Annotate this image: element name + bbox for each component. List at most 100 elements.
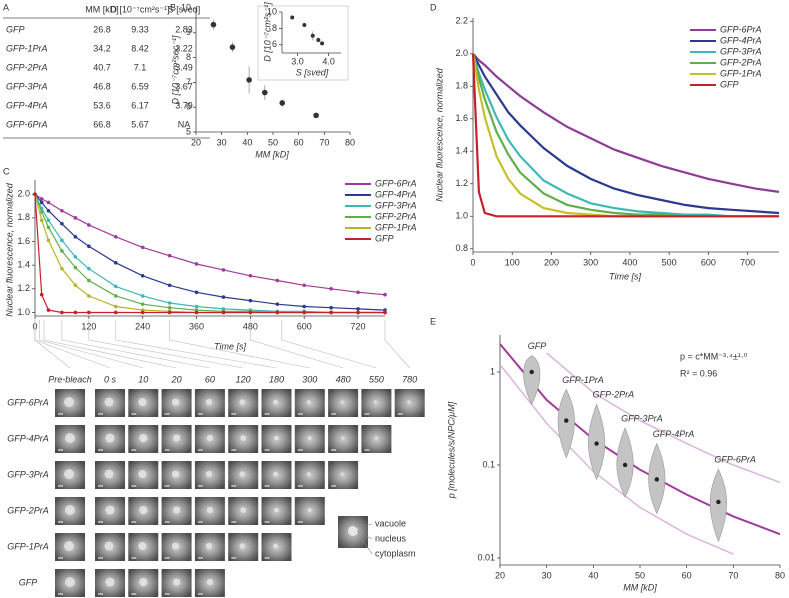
nucleus <box>273 543 278 549</box>
legend-label: GFP-6PrA <box>375 178 417 188</box>
column-header: 300 <box>302 374 317 384</box>
nucleus <box>306 400 311 404</box>
point <box>383 292 387 297</box>
nucleus <box>64 397 74 407</box>
point <box>279 100 286 106</box>
nucleus <box>171 542 180 550</box>
x-tick-label: 500 <box>662 257 677 267</box>
median <box>716 499 721 505</box>
y-tick-label: 1 <box>490 366 495 376</box>
connector <box>250 320 344 369</box>
point <box>310 33 315 38</box>
y-tick-label: 1.4 <box>17 260 30 270</box>
x-tick-label: 70 <box>319 137 329 147</box>
x-tick-label: 30 <box>217 137 227 147</box>
table-row-label: GFP-6PrA <box>6 119 48 129</box>
panel-label: B <box>170 2 176 12</box>
legend-label: GFP-4PrA <box>375 189 417 199</box>
y-axis-label: D [10⁻⁷cm²s⁻¹] <box>262 2 272 62</box>
series-line <box>34 193 386 311</box>
connector <box>34 320 71 369</box>
nucleus <box>239 543 245 549</box>
fit-curve <box>500 364 734 555</box>
row-label: GFP-3PrA <box>7 469 49 479</box>
connector <box>115 320 277 369</box>
nucleus <box>139 577 148 587</box>
x-tick-label: 720 <box>351 321 366 331</box>
connector <box>88 320 244 369</box>
median <box>654 477 659 482</box>
nucleus <box>306 472 311 476</box>
column-header: 120 <box>236 374 251 384</box>
table-cell: 34.2 <box>93 43 111 53</box>
nucleus <box>138 541 147 551</box>
y-tick-label: 1.0 <box>17 307 30 317</box>
panel-label: E <box>430 316 436 326</box>
x-tick-label: 80 <box>345 137 355 147</box>
violin <box>523 355 541 405</box>
y-tick-label: 6 <box>186 102 191 112</box>
legend-label: GFP <box>375 233 394 243</box>
y-tick-label: 1.6 <box>17 236 30 246</box>
x-tick-label: 400 <box>622 257 637 267</box>
x-tick-label: 40 <box>588 570 598 580</box>
micrograph-legend-label: vacuole <box>375 518 406 528</box>
y-axis-label: Nuclear fluorescence, normalized <box>4 182 14 317</box>
nucleus <box>171 470 180 478</box>
table-row-label: GFP-1PrA <box>6 43 48 53</box>
panel-label: C <box>3 166 10 176</box>
x-axis-label: MM [kD] <box>255 149 289 159</box>
nucleus <box>138 397 147 407</box>
column-header: 480 <box>336 374 351 384</box>
x-tick-label: 60 <box>682 570 692 580</box>
nucleus <box>171 398 180 406</box>
median <box>594 441 599 446</box>
violin <box>616 427 634 498</box>
inset-frame <box>257 5 349 81</box>
x-tick-label: 50 <box>268 137 278 147</box>
y-tick-label: 10 <box>181 2 191 12</box>
nucleus <box>172 506 181 514</box>
nucleus <box>205 542 213 550</box>
legend-label: GFP <box>720 79 739 89</box>
legend-label: GFP-1PrA <box>720 68 762 78</box>
nucleus <box>64 541 74 551</box>
nucleus <box>65 433 75 443</box>
column-header: 10 <box>138 374 148 384</box>
table-cell: 2.83 <box>175 24 193 34</box>
column-header: 0 s <box>104 374 117 384</box>
y-tick-label: 1.4 <box>455 146 468 156</box>
x-axis-label: MM [kD] <box>623 582 657 592</box>
table-cell: 3.79 <box>175 100 193 110</box>
legend-pointer <box>354 523 373 528</box>
x-tick-label: 30 <box>542 570 552 580</box>
x-tick-label: 20 <box>495 570 505 580</box>
y-tick-label: 1.2 <box>455 178 468 188</box>
nucleus <box>340 472 344 476</box>
connector <box>281 320 377 369</box>
violin-label: GFP-3PrA <box>621 413 663 423</box>
row-label: GFP-2PrA <box>7 505 49 515</box>
y-tick-label: 6 <box>272 39 277 49</box>
table-cell: 6.59 <box>131 81 149 91</box>
column-header: Pre-bleach <box>48 374 92 384</box>
table-cell: 53.6 <box>93 100 111 110</box>
nucleus <box>307 436 312 440</box>
legend-label: GFP-2PrA <box>720 57 762 67</box>
median <box>564 418 569 423</box>
annotation: R² = 0.96 <box>680 368 717 378</box>
table-cell: 3.49 <box>175 62 193 72</box>
x-tick-label: 4.0 <box>322 56 335 66</box>
y-tick-label: 8 <box>272 23 277 33</box>
series-line <box>472 53 780 193</box>
legend-label: GFP-3PrA <box>720 46 762 56</box>
series-line <box>471 53 779 218</box>
nucleus <box>239 471 245 477</box>
y-tick-label: 1.8 <box>455 81 468 91</box>
nucleus <box>374 436 378 440</box>
nucleus <box>273 399 278 405</box>
column-header: 550 <box>369 374 384 384</box>
nucleus <box>373 400 377 404</box>
series-line <box>471 53 779 218</box>
table-header: MM [kD] <box>85 4 119 14</box>
